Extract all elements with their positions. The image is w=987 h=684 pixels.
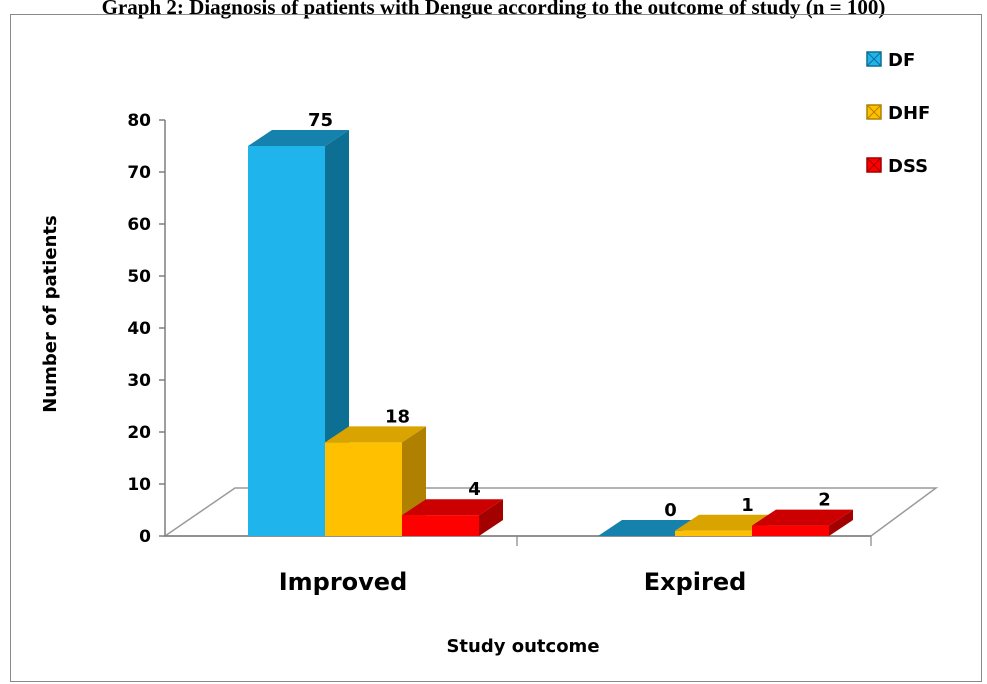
chart-frame [10, 14, 982, 682]
y-tick-label: 70 [127, 163, 151, 183]
bar-top [248, 130, 349, 146]
y-tick-label: 0 [139, 527, 151, 547]
bar-front [675, 530, 752, 536]
x-tick-label: Expired [644, 568, 747, 596]
bar-side [479, 499, 503, 536]
bar-front [752, 525, 829, 536]
bar-top [325, 426, 426, 443]
legend-item-dhf: DHF [866, 103, 930, 124]
data-label: 4 [468, 479, 481, 500]
legend-swatch-shade [866, 104, 882, 120]
bar-top [598, 520, 699, 536]
y-tick-label: 80 [127, 111, 151, 131]
y-tick-label: 30 [127, 371, 151, 391]
bar-dss-improved [402, 499, 503, 536]
y-tick-label: 40 [127, 319, 151, 339]
bar-top [402, 499, 503, 516]
x-axis-title: Study outcome [446, 636, 599, 657]
bar-df-expired [598, 520, 699, 536]
bar-front [402, 515, 479, 536]
y-tick-label: 50 [127, 267, 151, 287]
y-tick-label: 20 [127, 423, 151, 443]
data-label: 2 [818, 490, 831, 511]
legend-item-dss: DSS [866, 156, 928, 177]
legend-label: DHF [888, 103, 930, 124]
data-label: 0 [664, 500, 677, 521]
data-labels: 75 18 4 0 1 2 [308, 110, 831, 521]
y-tick-label: 10 [127, 475, 151, 495]
y-axis-title: Number of patients [40, 215, 61, 412]
legend-label: DF [888, 50, 915, 71]
legend-item-df: DF [866, 50, 915, 71]
legend: DF DHF DSS [866, 50, 930, 177]
bar-front [325, 442, 402, 536]
bar-front [248, 146, 325, 536]
y-tick-label: 60 [127, 215, 151, 235]
bars [248, 130, 853, 536]
bar-side [829, 509, 853, 536]
x-tick-label: Improved [279, 568, 408, 596]
data-label: 18 [385, 406, 410, 427]
x-axis: Improved Expired [279, 568, 747, 596]
legend-swatch-shade [866, 51, 882, 67]
bar-top [752, 509, 853, 526]
bar-top [675, 514, 776, 531]
bar-dss-expired [752, 509, 853, 536]
data-label: 75 [308, 110, 333, 131]
legend-label: DSS [888, 156, 928, 177]
data-label: 1 [741, 495, 754, 516]
legend-swatch-shade [866, 157, 882, 173]
